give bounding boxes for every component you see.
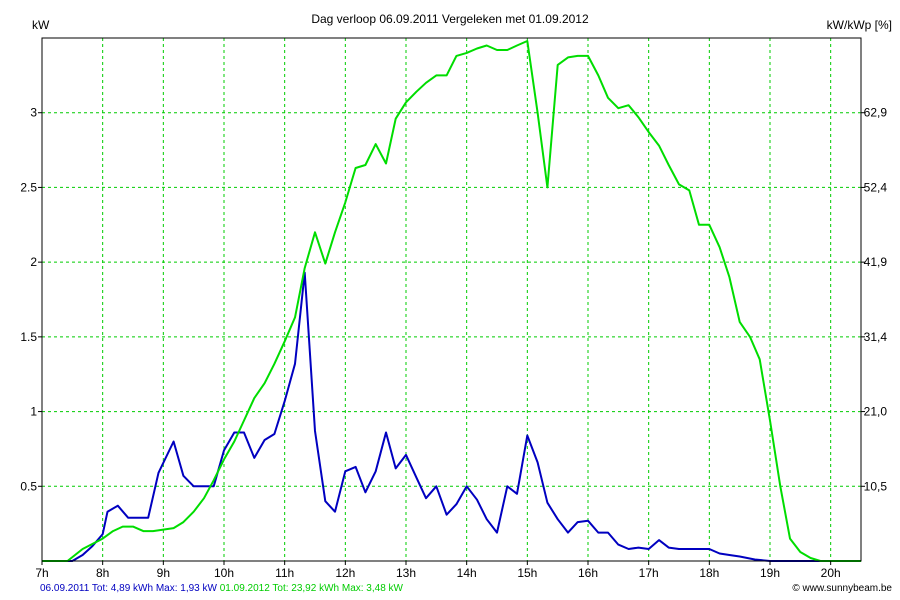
y2-tick-label: 21,0 — [864, 405, 888, 419]
x-tick-label: 14h — [457, 566, 477, 580]
x-tick-label: 8h — [96, 566, 109, 580]
y-tick-label: 1.5 — [20, 330, 37, 344]
y-tick-label: 2 — [30, 255, 37, 269]
x-tick-label: 19h — [760, 566, 780, 580]
x-tick-label: 17h — [639, 566, 659, 580]
x-tick-label: 15h — [517, 566, 537, 580]
y2-tick-label: 31,4 — [864, 330, 888, 344]
x-tick-label: 16h — [578, 566, 598, 580]
y2-tick-label: 10,5 — [864, 479, 888, 493]
legend-series1: 06.09.2011 Tot: 4,89 kWh Max: 1,93 kW — [40, 583, 217, 594]
y2-tick-label: 41,9 — [864, 255, 888, 269]
chart-title: Dag verloop 06.09.2011 Vergeleken met 01… — [311, 12, 589, 26]
credit-text: © www.sunnybeam.be — [792, 583, 892, 594]
x-tick-label: 11h — [275, 566, 294, 580]
x-tick-label: 20h — [821, 566, 841, 580]
right-axis-label: kW/kWp [%] — [826, 18, 892, 32]
y-tick-label: 3 — [30, 106, 37, 120]
series-line-2 — [42, 40, 861, 562]
y-tick-label: 1 — [30, 405, 37, 419]
legend-series2: 01.09.2012 Tot: 23,92 kWh Max: 3,48 kW — [219, 583, 403, 594]
y2-tick-label: 62,9 — [864, 106, 888, 120]
y2-tick-label: 52,4 — [864, 180, 888, 194]
x-tick-label: 9h — [157, 566, 170, 580]
legend-footer: 06.09.2011 Tot: 4,89 kWh Max: 1,93 kW 01… — [40, 583, 403, 594]
left-axis-label: kW — [32, 18, 50, 32]
x-tick-label: 10h — [214, 566, 234, 580]
x-tick-label: 12h — [335, 566, 355, 580]
x-tick-label: 13h — [396, 566, 416, 580]
y-tick-label: 2.5 — [20, 180, 37, 194]
axes: 7h 8h 9h 10h 11h 12h 13h 14h 15h 16h 17h 18h 19h 20h 0… — [20, 37, 888, 580]
y-tick-label: 0.5 — [20, 479, 37, 493]
x-tick-label: 18h — [699, 566, 719, 580]
plot-frame — [41, 37, 862, 562]
series-lines — [42, 40, 861, 562]
x-tick-label: 7h — [35, 566, 48, 580]
series-line-1 — [42, 271, 861, 562]
grid — [41, 38, 861, 561]
